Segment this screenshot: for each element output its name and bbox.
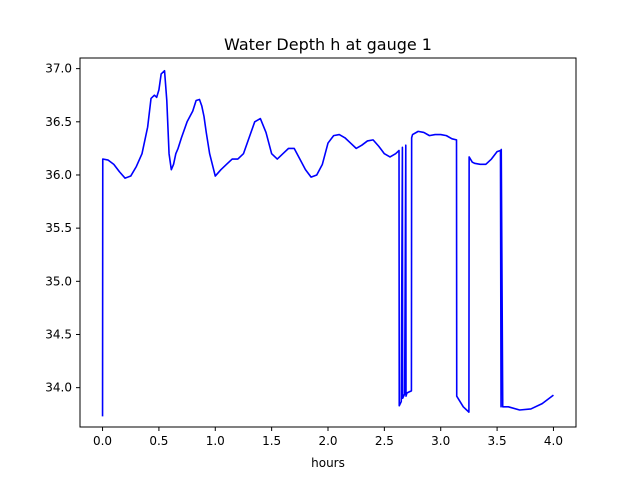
- x-tick-label: 3.5: [488, 434, 507, 448]
- y-tick-label: 34.5: [45, 327, 72, 341]
- x-tick-label: 1.5: [262, 434, 281, 448]
- x-axis-label: hours: [311, 456, 345, 470]
- y-tick-label: 35.0: [45, 274, 72, 288]
- series-layer: [101, 69, 554, 417]
- x-tick-label: 1.0: [206, 434, 225, 448]
- series-line-1: [101, 69, 554, 417]
- y-axis-ticks: 34.0 34.5 35.0 35.5 36.0 36.5 37.0: [45, 62, 80, 395]
- x-tick-label: 2.0: [318, 434, 337, 448]
- y-tick-label: 34.0: [45, 381, 72, 395]
- chart-title: Water Depth h at gauge 1: [224, 35, 432, 54]
- y-tick-label: 35.5: [45, 221, 72, 235]
- x-tick-label: 3.0: [431, 434, 450, 448]
- x-axis-ticks: 0.0 0.5 1.0 1.5 2.0 2.5 3.0 3.5 4.0: [93, 427, 563, 448]
- plot-area: [80, 58, 576, 427]
- y-tick-label: 36.5: [45, 115, 72, 129]
- y-tick-label: 36.0: [45, 168, 72, 182]
- x-tick-label: 0.5: [149, 434, 168, 448]
- x-tick-label: 0.0: [93, 434, 112, 448]
- x-tick-label: 4.0: [544, 434, 563, 448]
- x-tick-label: 2.5: [375, 434, 394, 448]
- y-tick-label: 37.0: [45, 62, 72, 76]
